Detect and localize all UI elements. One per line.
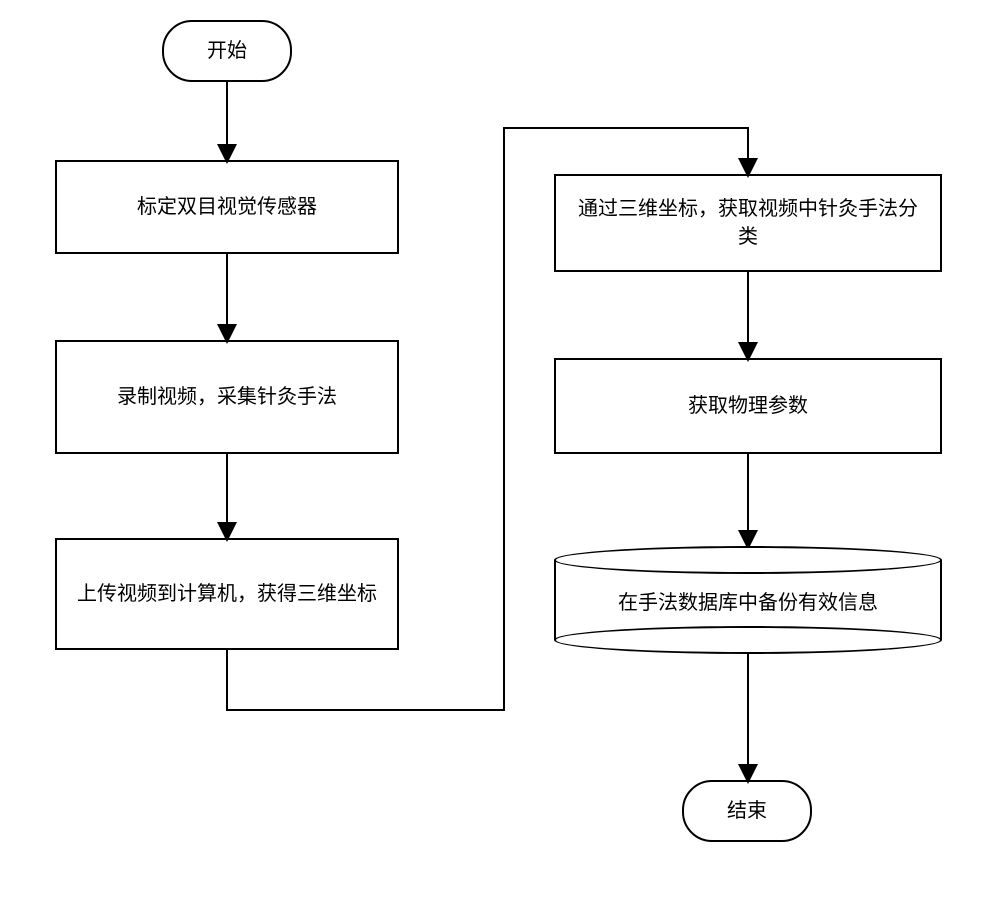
step1-node: 标定双目视觉传感器 — [55, 160, 399, 254]
cylinder-top-cap — [554, 546, 942, 574]
step2-label: 录制视频，采集针灸手法 — [117, 383, 337, 411]
end-node: 结束 — [682, 780, 812, 842]
database-cylinder-node: 在手法数据库中备份有效信息 — [554, 560, 942, 640]
start-node: 开始 — [162, 20, 292, 82]
step5-node: 获取物理参数 — [554, 358, 942, 454]
cylinder-label: 在手法数据库中备份有效信息 — [618, 586, 878, 615]
step4-label: 通过三维坐标，获取视频中针灸手法分类 — [572, 195, 924, 251]
step4-node: 通过三维坐标，获取视频中针灸手法分类 — [554, 174, 942, 272]
step3-label: 上传视频到计算机，获得三维坐标 — [77, 580, 377, 608]
step5-label: 获取物理参数 — [688, 392, 808, 420]
step2-node: 录制视频，采集针灸手法 — [55, 340, 399, 454]
step1-label: 标定双目视觉传感器 — [137, 193, 317, 221]
start-label: 开始 — [207, 37, 247, 65]
step3-node: 上传视频到计算机，获得三维坐标 — [55, 538, 399, 650]
end-label: 结束 — [727, 797, 767, 825]
